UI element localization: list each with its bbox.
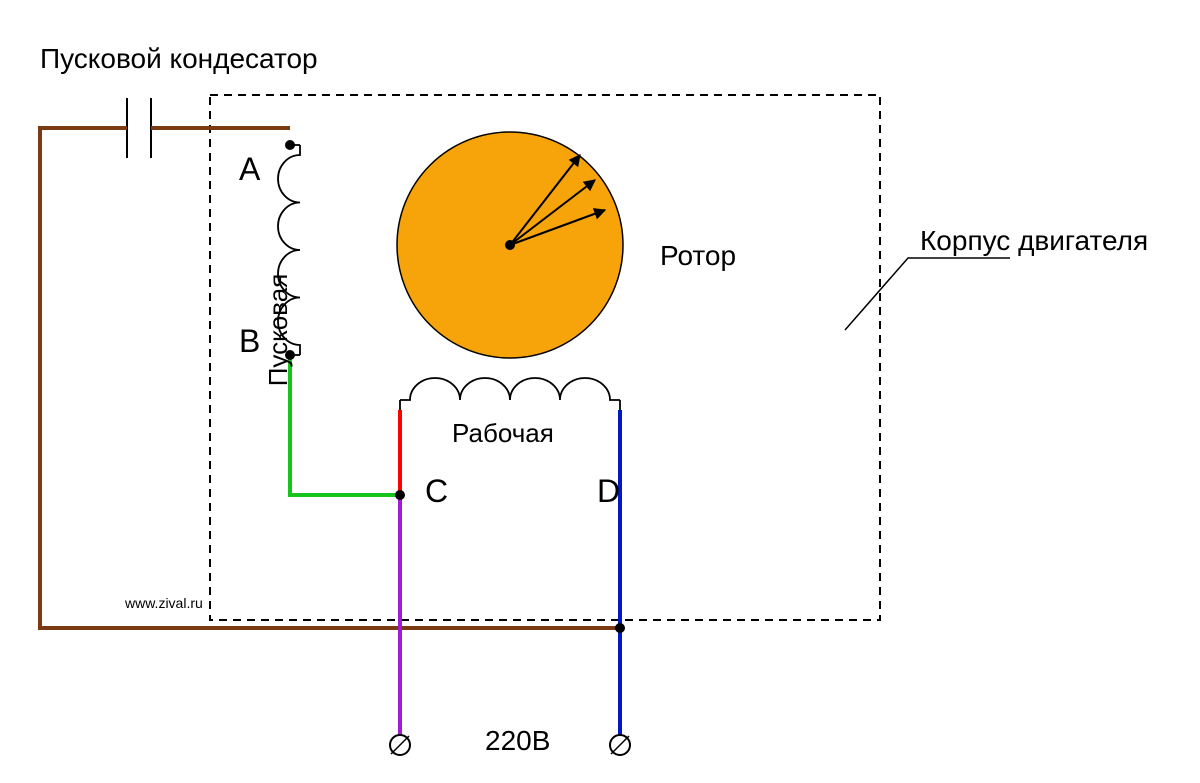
label-starting: Пусковая	[263, 274, 293, 387]
junction-node-0	[285, 140, 295, 150]
label-rotor: Ротор	[660, 240, 736, 271]
label-B: B	[239, 323, 260, 359]
label-voltage: 220В	[485, 725, 550, 756]
label-url: www.zival.ru	[124, 595, 203, 611]
wire-green	[290, 355, 400, 495]
motor-body-pointer	[845, 258, 1010, 330]
label-working: Рабочая	[452, 418, 554, 448]
junction-node-2	[395, 490, 405, 500]
label-C: C	[425, 473, 448, 509]
label-capacitor: Пусковой кондесатор	[40, 43, 318, 74]
label-D: D	[597, 473, 620, 509]
label-body: Корпус двигателя	[920, 225, 1148, 256]
label-A: A	[239, 151, 261, 187]
working-winding	[400, 378, 620, 400]
junction-node-3	[615, 623, 625, 633]
